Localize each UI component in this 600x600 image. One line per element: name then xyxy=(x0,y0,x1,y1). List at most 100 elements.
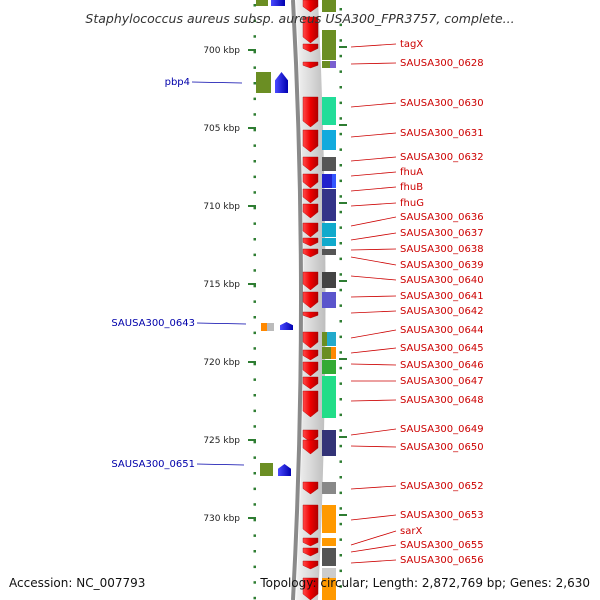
minor-tick-right xyxy=(339,351,342,354)
leader-line xyxy=(350,329,397,339)
forward-gene-arrow xyxy=(302,271,319,291)
reverse-gene-arrow xyxy=(278,464,291,476)
forward-gene-arrow xyxy=(302,504,319,536)
minor-tick-left xyxy=(253,128,256,132)
leader-line xyxy=(350,216,397,227)
gene-label: sarX xyxy=(400,526,422,537)
leader-line xyxy=(350,559,397,564)
leader-line xyxy=(350,310,397,314)
left-gene-labels: pbp4 SAUSA300_0643 SAUSA300_0651 xyxy=(111,77,247,470)
minor-tick-right xyxy=(339,8,342,11)
forward-gene-arrow xyxy=(302,560,319,570)
reverse-gene-arrow xyxy=(275,72,288,93)
minor-tick-left xyxy=(253,191,256,194)
cog-bar-left xyxy=(260,463,273,476)
minor-tick-right xyxy=(339,70,342,73)
cog-bar xyxy=(322,538,336,546)
backbone-line xyxy=(291,0,303,600)
leader-line xyxy=(350,530,397,546)
forward-gene-arrow xyxy=(302,61,319,69)
leader-line xyxy=(350,399,397,402)
leader-line xyxy=(196,463,245,466)
minor-tick-right xyxy=(339,132,342,136)
cog-bar xyxy=(322,30,336,60)
minor-tick-right xyxy=(339,39,342,42)
minor-tick-right xyxy=(339,101,342,105)
cog-bar xyxy=(322,332,327,346)
minor-tick-left xyxy=(253,4,256,7)
forward-gene-arrow xyxy=(302,203,319,219)
leader-line xyxy=(350,202,397,207)
cog-bar xyxy=(332,174,336,188)
forward-gene-arrow xyxy=(302,331,319,349)
minor-tick-right xyxy=(339,86,342,89)
minor-tick-left xyxy=(253,394,256,397)
leader-line xyxy=(350,132,397,138)
gene-label: SAUSA300_0650 xyxy=(400,442,484,453)
minor-tick-left xyxy=(253,440,256,444)
minor-tick-left xyxy=(253,66,256,69)
leader-line xyxy=(350,171,397,177)
minor-tick-left xyxy=(253,409,256,413)
leader-line xyxy=(350,232,397,241)
cog-bar xyxy=(322,360,336,374)
minor-tick-left xyxy=(253,503,256,506)
cog-bar xyxy=(322,272,336,288)
cog-bar xyxy=(322,347,331,359)
tick-label: 715 kbp xyxy=(203,280,240,290)
reverse-strand-genes xyxy=(256,0,293,476)
gene-label: SAUSA300_0644 xyxy=(400,325,484,336)
minor-tick-left xyxy=(253,269,256,272)
cog-bar xyxy=(322,505,336,533)
gene-label: SAUSA300_0646 xyxy=(400,360,484,371)
leader-line xyxy=(350,186,397,192)
ticks: 700 kbp 705 kbp 710 kbp 715 kbp 720 kbp 725 k… xyxy=(203,4,347,600)
cog-bar xyxy=(322,223,336,237)
minor-tick-left xyxy=(253,113,256,116)
gene-label: fhuB xyxy=(400,182,423,193)
forward-gene-arrow xyxy=(302,0,319,13)
cog-bar xyxy=(322,61,330,68)
minor-tick-left xyxy=(253,316,256,319)
cog-bar xyxy=(322,430,336,456)
minor-tick-left xyxy=(253,19,256,23)
gene-label: SAUSA300_0656 xyxy=(400,555,484,566)
minor-tick-right xyxy=(339,398,342,401)
minor-tick-right xyxy=(339,210,342,214)
cog-bar xyxy=(327,332,336,346)
leader-line xyxy=(350,275,397,281)
minor-tick-left xyxy=(253,518,256,522)
minor-tick-right xyxy=(339,179,342,183)
minor-tick-left xyxy=(253,565,256,569)
tick-label: 710 kbp xyxy=(203,202,240,212)
gene-label: SAUSA300_0630 xyxy=(400,98,484,109)
forward-gene-arrow xyxy=(302,439,319,455)
minor-tick-right xyxy=(339,54,342,58)
forward-gene-arrow xyxy=(302,173,319,189)
minor-tick-right xyxy=(339,257,342,261)
minor-tick-right xyxy=(339,304,342,307)
minor-tick-left xyxy=(253,550,256,553)
cog-bar xyxy=(330,61,336,68)
forward-gene-arrow xyxy=(302,291,319,309)
cog-bar xyxy=(322,548,336,566)
minor-tick-right xyxy=(339,288,342,292)
cog-bar xyxy=(322,249,336,255)
minor-tick-left xyxy=(253,425,256,428)
forward-gene-arrow xyxy=(302,248,319,258)
leader-line xyxy=(350,256,397,266)
reverse-gene-arrow xyxy=(271,0,285,6)
leader-line xyxy=(191,81,243,84)
cog-bar xyxy=(322,482,336,494)
minor-tick-right xyxy=(339,335,342,339)
forward-gene-arrow xyxy=(302,577,319,600)
topology-text: Topology: circular; Length: 2,872,769 bp… xyxy=(259,576,590,590)
forward-gene-arrow xyxy=(302,188,319,204)
cog-bar-left xyxy=(267,323,274,331)
gene-label: SAUSA300_0655 xyxy=(400,540,484,551)
minor-tick-left xyxy=(253,206,256,210)
cog-bar xyxy=(322,0,336,12)
minor-tick-right xyxy=(339,366,342,370)
gene-label: SAUSA300_0648 xyxy=(400,395,484,406)
forward-strand-genes xyxy=(302,0,319,600)
